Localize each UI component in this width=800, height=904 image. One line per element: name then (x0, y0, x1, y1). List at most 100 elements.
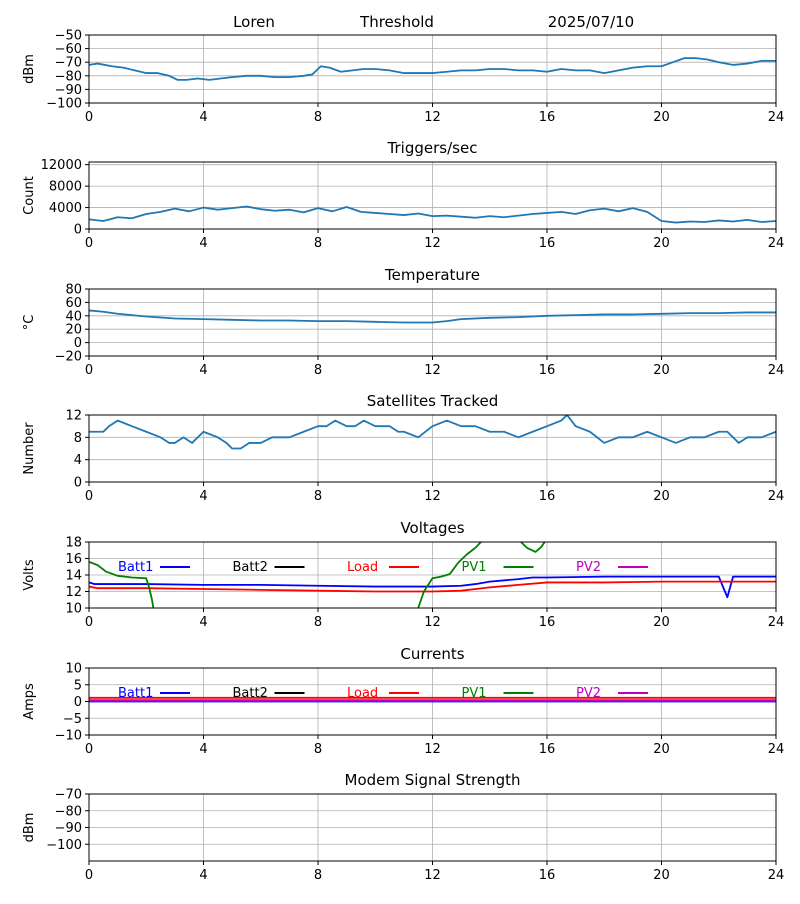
panel-satellites: 0 4 8 12 16 20 24 0 4 8 12 Satellites Tracked Number (22, 392, 784, 504)
x-tick-label: 4 (199, 236, 207, 251)
x-tick-label: 24 (768, 615, 785, 630)
legend-label-load: Load (347, 560, 378, 575)
x-tick-label: 24 (768, 742, 785, 757)
y-tick-label: 8000 (49, 180, 82, 195)
x-tick-label: 12 (424, 615, 441, 630)
y-tick-label: 20 (65, 323, 82, 338)
x-tick-label: 20 (653, 868, 670, 883)
panel-title: Currents (400, 645, 464, 663)
y-tick-label: 12 (65, 585, 82, 600)
y-tick-label: −100 (46, 97, 82, 112)
x-tick-label: 24 (768, 236, 785, 251)
x-tick-label: 20 (653, 363, 670, 378)
y-tick-label: 4000 (49, 201, 82, 216)
y-tick-label: −90 (55, 83, 82, 98)
y-axis-label: dBm (22, 54, 37, 84)
x-tick-label: 20 (653, 489, 670, 504)
series-line-triggers-0 (89, 205, 776, 224)
series-line-satellites-0 (89, 415, 776, 450)
y-axis-label: Count (22, 176, 37, 215)
panel-signal: 0 4 8 12 16 20 24 −50−60−70−80−90−100 dBm (22, 29, 784, 126)
panel-title: Satellites Tracked (367, 392, 498, 410)
y-tick-label: 0 (74, 336, 82, 351)
y-tick-label: 10 (65, 602, 82, 617)
y-tick-label: 0 (74, 223, 82, 238)
x-tick-label: 8 (314, 742, 322, 757)
panel-triggers: 0 4 8 12 16 20 24 0 4000 8000 12000 Triggers/sec Cou… (22, 139, 784, 251)
x-tick-label: 20 (653, 236, 670, 251)
y-axis-label: °C (22, 315, 37, 331)
y-tick-label: 18 (65, 536, 82, 551)
x-tick-label: 24 (768, 868, 785, 883)
x-tick-label: 0 (85, 363, 93, 378)
series-line-batt1-0 (89, 575, 776, 599)
panel-title: Triggers/sec (387, 139, 478, 157)
series-line-temperature-0 (89, 309, 776, 324)
y-axis-label: Volts (22, 559, 37, 591)
series-line-pv1-2 (89, 560, 155, 608)
y-tick-label: −100 (46, 838, 82, 853)
x-tick-label: 4 (199, 742, 207, 757)
legend-label-batt1: Batt1 (118, 686, 153, 701)
x-tick-label: 16 (539, 868, 556, 883)
x-tick-label: 0 (85, 110, 93, 125)
series-line-signal-0 (89, 57, 776, 81)
x-tick-label: 0 (85, 489, 93, 504)
panel-modem: 0 4 8 12 16 20 24 −70−80 −90 −100 Modem Signal Str… (22, 771, 784, 883)
y-tick-label: −90 (55, 821, 82, 836)
x-tick-label: 0 (85, 236, 93, 251)
series-line-pv1-3 (417, 542, 483, 608)
y-tick-label: −10 (55, 729, 82, 744)
y-tick-label: 5 (74, 678, 82, 693)
x-tick-label: 8 (314, 489, 322, 504)
y-tick-label: 4 (74, 453, 82, 468)
legend-label-batt1: Batt1 (118, 560, 153, 575)
x-tick-label: 24 (768, 363, 785, 378)
x-tick-label: 24 (768, 489, 785, 504)
x-tick-label: 16 (539, 110, 556, 125)
legend-label-pv2: PV2 (576, 560, 601, 575)
y-tick-label: 0 (74, 695, 82, 710)
y-tick-label: 12000 (41, 158, 82, 173)
header-mode: Threshold (359, 13, 434, 31)
x-tick-label: 12 (424, 363, 441, 378)
panel-title: Temperature (384, 266, 480, 284)
y-axis-label: dBm (22, 813, 37, 843)
x-tick-label: 12 (424, 868, 441, 883)
legend-label-pv1: PV1 (462, 686, 487, 701)
y-tick-label: 40 (65, 309, 82, 324)
legend-label-pv2: PV2 (576, 686, 601, 701)
y-tick-label: 16 (65, 552, 82, 567)
x-tick-label: 20 (653, 110, 670, 125)
y-tick-label: −80 (55, 804, 82, 819)
panel-title: Modem Signal Strength (345, 771, 521, 789)
x-tick-label: 20 (653, 742, 670, 757)
header-date: 2025/07/10 (548, 13, 634, 31)
x-tick-label: 4 (199, 868, 207, 883)
series-line-pv1-4 (519, 542, 546, 553)
legend-label-pv1: PV1 (462, 560, 487, 575)
y-tick-label: −70 (55, 788, 82, 803)
x-tick-label: 4 (199, 110, 207, 125)
y-tick-label: 0 (74, 476, 82, 491)
panel-title: Voltages (400, 519, 464, 537)
y-tick-label: 60 (65, 296, 82, 311)
x-tick-label: 0 (85, 742, 93, 757)
x-tick-label: 8 (314, 868, 322, 883)
y-tick-label: 80 (65, 283, 82, 298)
y-axis-label: Amps (22, 683, 37, 720)
y-tick-label: 8 (74, 431, 82, 446)
legend-label-batt2: Batt2 (233, 686, 268, 701)
y-tick-label: −70 (55, 56, 82, 71)
y-tick-label: 10 (65, 662, 82, 677)
x-tick-label: 12 (424, 110, 441, 125)
y-tick-label: −60 (55, 42, 82, 57)
x-tick-label: 16 (539, 363, 556, 378)
x-tick-label: 8 (314, 363, 322, 378)
y-axis-label: Number (22, 422, 37, 475)
